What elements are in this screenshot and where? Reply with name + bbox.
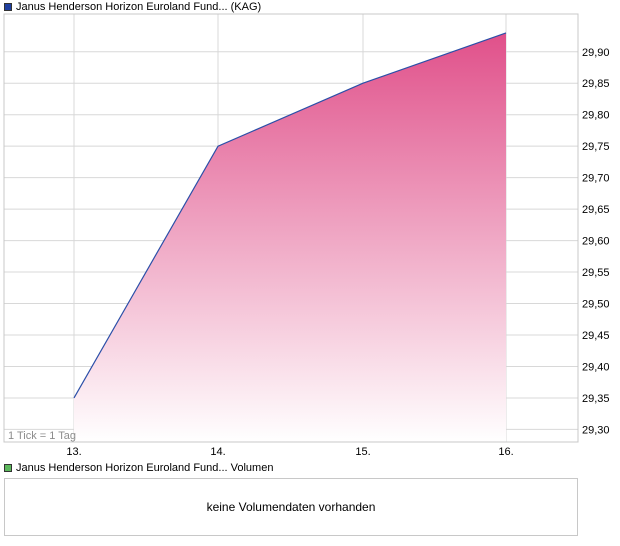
y-axis-ticks: 29,30 29,35 29,40 29,45 29,50 29,55 29,60 29,65… [582, 47, 610, 437]
y-tick-label: 29,50 [582, 299, 610, 311]
tick-note: 1 Tick = 1 Tag [8, 430, 76, 442]
x-tick-label: 15. [355, 446, 370, 458]
plot-frame [3, 13, 579, 443]
x-tick-label: 14. [210, 446, 225, 458]
price-legend-swatch [4, 3, 12, 11]
y-tick-label: 29,85 [582, 78, 610, 90]
price-legend-label: Janus Henderson Horizon Euroland Fund...… [16, 1, 262, 13]
price-area [74, 32, 506, 442]
volume-legend-label: Janus Henderson Horizon Euroland Fund...… [16, 462, 274, 474]
x-tick-label: 16. [498, 446, 513, 458]
y-tick-label: 29,55 [582, 267, 610, 279]
y-tick-label: 29,75 [582, 141, 610, 153]
x-tick-label: 13. [66, 446, 81, 458]
y-tick-label: 29,35 [582, 393, 610, 405]
y-tick-label: 29,45 [582, 330, 610, 342]
volume-legend-swatch [4, 464, 12, 472]
volume-empty-message: keine Volumendaten vorhanden [206, 500, 376, 514]
y-tick-label: 29,65 [582, 204, 610, 216]
y-tick-label: 29,40 [582, 361, 610, 373]
price-chart: 29,30 29,35 29,40 29,45 29,50 29,55 29,60 29,65… [3, 13, 610, 458]
y-tick-label: 29,90 [582, 47, 610, 59]
y-tick-label: 29,80 [582, 110, 610, 122]
volume-legend: Janus Henderson Horizon Euroland Fund...… [4, 461, 273, 475]
y-tick-label: 29,70 [582, 173, 610, 185]
price-legend: Janus Henderson Horizon Euroland Fund...… [4, 0, 261, 14]
price-line [73, 32, 507, 399]
volume-panel: keine Volumendaten vorhanden [4, 478, 578, 536]
x-axis-ticks: 13. 14. 15. 16. [66, 446, 513, 458]
y-tick-label: 29,30 [582, 424, 610, 436]
y-tick-label: 29,60 [582, 236, 610, 248]
